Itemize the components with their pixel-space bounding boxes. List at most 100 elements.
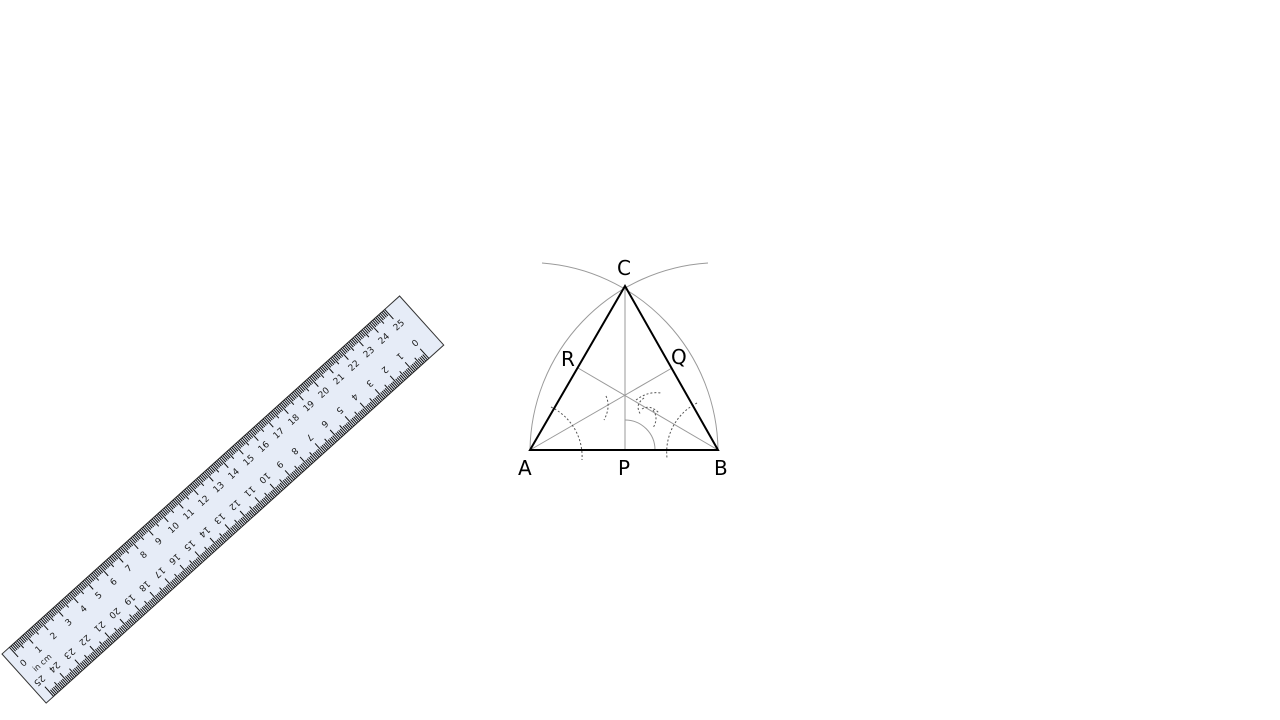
ruler-tick-bottom — [294, 465, 302, 474]
ruler-tick-bottom — [99, 641, 107, 650]
label-point-b: B — [714, 456, 728, 480]
ruler-tick-top — [337, 350, 344, 357]
ruler-tick-bottom — [396, 377, 403, 384]
ruler-body — [1, 295, 445, 704]
ruler-tick-bottom — [194, 559, 200, 566]
ruler-tick-bottom — [377, 394, 383, 401]
ruler-tick-top — [208, 467, 215, 474]
ruler-tick-bottom — [417, 358, 424, 365]
ruler-tick-bottom — [212, 543, 218, 550]
ruler-tick-top — [66, 595, 72, 602]
ruler-tick-top — [139, 529, 146, 536]
ruler-tick-bottom — [102, 642, 109, 649]
ruler-tick-bottom — [122, 624, 128, 631]
ruler-tick-bottom — [279, 482, 286, 489]
ruler-tick-top — [82, 580, 89, 587]
ruler-tick-top — [144, 525, 154, 536]
ruler-number-top: 5 — [94, 590, 105, 601]
ruler-number-top: 4 — [79, 604, 90, 615]
ruler-tick-top — [76, 586, 85, 595]
ruler[interactable]: 0123456789101112131415161718192021222324… — [1, 295, 445, 704]
ruler-tick-top — [88, 575, 95, 582]
ruler-tick-top — [150, 519, 156, 526]
ruler-tick-bottom — [87, 655, 93, 662]
ruler-tick-bottom — [203, 551, 209, 558]
ruler-tick-top — [349, 340, 356, 347]
ruler-tick-top — [163, 507, 170, 514]
ruler-tick-top — [136, 532, 145, 541]
ruler-tick-bottom — [353, 416, 359, 423]
ruler-tick-top — [147, 522, 153, 529]
ruler-tick-top — [279, 403, 289, 415]
ruler-tick-bottom — [90, 652, 96, 659]
ruler-tick-bottom — [96, 647, 103, 654]
ruler-tick-top — [384, 309, 394, 320]
ruler-tick-top — [256, 423, 265, 433]
ruler-tick-bottom — [140, 608, 146, 615]
ruler-tick-bottom — [89, 654, 95, 661]
ruler-tick-top — [151, 518, 160, 527]
ruler-tick-top — [325, 361, 332, 368]
ruler-tick-bottom — [104, 632, 115, 643]
ruler-tick-bottom — [207, 547, 214, 554]
ruler-tick-top — [186, 487, 192, 494]
ruler-tick-top — [178, 494, 185, 501]
ruler-tick-top — [303, 382, 309, 388]
ruler-tick-top — [141, 528, 147, 534]
ruler-tick-top — [145, 523, 152, 530]
ruler-tick-top — [60, 601, 66, 607]
ruler-tick-bottom — [320, 446, 326, 453]
ruler-number-bottom: 4 — [348, 391, 359, 402]
ruler-tick-top — [268, 413, 275, 420]
ruler-tick-top — [366, 325, 372, 332]
ruler-tick-bottom — [150, 598, 157, 605]
ruler-tick-top — [306, 379, 312, 386]
ruler-tick-top — [19, 637, 25, 644]
ruler-tick-bottom — [317, 448, 323, 455]
ruler-tick-bottom — [51, 688, 57, 694]
ruler-tick-bottom — [129, 614, 137, 623]
ruler-tick-bottom — [134, 613, 140, 620]
ruler-tick-top — [322, 364, 329, 371]
ruler-tick-bottom — [287, 475, 293, 482]
ruler-tick-top — [280, 402, 287, 409]
ruler-tick-top — [316, 369, 325, 378]
ruler-tick-bottom — [113, 632, 119, 639]
ruler-tick-top — [177, 495, 183, 502]
ruler-tick-bottom — [372, 398, 379, 405]
ruler-tick-top — [57, 603, 63, 610]
ruler-tick-bottom — [186, 566, 193, 573]
ruler-tick-top — [247, 432, 254, 438]
ruler-tick-bottom — [294, 469, 301, 476]
ruler-tick-bottom — [309, 452, 317, 461]
ruler-tick-bottom — [147, 601, 154, 608]
ruler-tick-bottom — [275, 486, 281, 493]
ruler-number-bottom: 5 — [334, 404, 345, 415]
ruler-tick-top — [261, 419, 267, 426]
ruler-tick-bottom — [194, 551, 205, 562]
ruler-tick-bottom — [255, 504, 262, 511]
ruler-tick-top — [369, 322, 379, 333]
ruler-tick-bottom — [74, 667, 80, 674]
ruler-tick-top — [318, 368, 324, 375]
ruler-tick-bottom — [219, 533, 227, 542]
ruler-tick-bottom — [365, 405, 371, 412]
ruler-tick-top — [10, 645, 16, 652]
ruler-tick-bottom — [245, 513, 251, 520]
arc-centered-a — [541, 262, 719, 451]
ruler-tick-top — [61, 599, 70, 608]
ruler-tick-top — [54, 606, 64, 617]
ruler-tick-top — [90, 573, 96, 580]
bisector-arc-center-4 — [641, 406, 660, 414]
label-point-a: A — [518, 456, 532, 480]
ruler-tick-top — [228, 449, 234, 456]
ruler-tick-top — [291, 392, 297, 399]
ruler-tick-bottom — [269, 492, 275, 498]
ruler-tick-bottom — [224, 532, 230, 539]
ruler-tick-top — [273, 409, 279, 415]
ruler-tick-top — [169, 502, 176, 509]
ruler-tick-top — [334, 353, 341, 360]
label-point-q: Q — [671, 345, 687, 369]
ruler-tick-top — [75, 587, 81, 594]
ruler-tick-bottom — [383, 389, 389, 396]
